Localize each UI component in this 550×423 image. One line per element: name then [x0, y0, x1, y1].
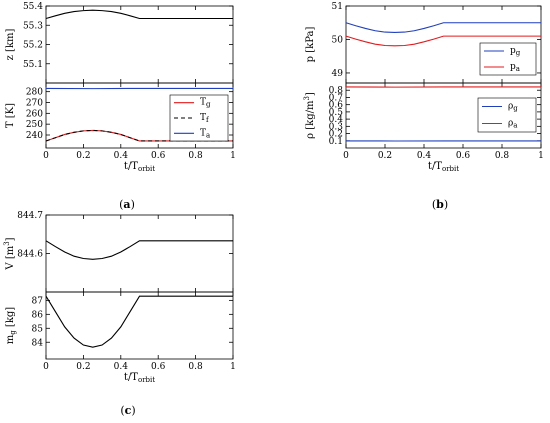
x-axis-label: t/Torbit [428, 161, 459, 173]
y-tick-label: 260 [26, 109, 43, 119]
y-tick-label: 55.1 [23, 60, 43, 70]
y-tick-label: 55.4 [23, 2, 43, 12]
legend-entry-label: ρg [508, 102, 518, 113]
x-tick-label: 0.8 [188, 151, 203, 161]
legend-box [477, 97, 537, 133]
series-line-0 [45, 9, 233, 20]
x-axis-label: t/Torbit [124, 161, 155, 173]
y-tick-label: 844.6 [17, 250, 43, 260]
x-tick-label: 0.6 [456, 151, 471, 161]
y-tick-label: 270 [26, 99, 43, 109]
panel-b_top: 49 50 51 p [kPa] pg pa [305, 2, 542, 84]
plot-frame [345, 82, 542, 149]
y-tick-label: 240 [26, 131, 43, 141]
y-tick-label: 0.7 [329, 93, 344, 103]
x-tick-label: 0.2 [76, 151, 90, 161]
x-tick-label: 0.4 [114, 362, 129, 372]
panel-a_top: 55.1 55.2 55.3 55.4 z [km] [5, 2, 234, 84]
y-tick-label: 49 [332, 69, 344, 79]
panel-c_bottom: 84 85 86 87 0 0.2 0.4 0.6 0.8 1 mg [kg] t/Torbit [5, 291, 236, 384]
y-tick-label: 51 [332, 2, 343, 12]
x-tick-label: 0.8 [495, 151, 510, 161]
y-tick-label: 87 [32, 296, 44, 306]
x-tick-label: 0 [43, 151, 49, 161]
y-axis-label: ρ [kg/m3] [303, 92, 316, 139]
caption-a: (a) [119, 198, 135, 211]
series-line-0 [345, 22, 541, 34]
x-tick-label: 0 [43, 362, 49, 372]
x-tick-label: 0.6 [151, 362, 166, 372]
y-tick-label: 84 [32, 338, 44, 348]
series-line-1 [345, 35, 541, 47]
legend-entry-label: Tg [200, 98, 211, 109]
x-axis-label: t/Torbit [124, 372, 155, 384]
y-tick-label: 0.1 [329, 137, 343, 147]
panel-b_bottom: 0.10.20.30.40.50.60.70.80 0.2 0.4 0.6 0.8 1ρ … [303, 82, 544, 173]
legend-box [169, 94, 229, 142]
y-tick-label: 55.3 [23, 21, 43, 31]
y-tick-label: 280 [26, 88, 43, 98]
plot-frame [45, 82, 234, 149]
legend-entry-label: pa [510, 62, 520, 73]
x-tick-label: 0.6 [151, 151, 166, 161]
y-tick-label: 0.3 [329, 122, 344, 132]
x-tick-label: 0 [343, 151, 349, 161]
y-tick-label: 0.2 [329, 130, 343, 140]
x-tick-label: 0.8 [188, 362, 203, 372]
panel-c_top: 844.6 844.7 V [m3] [3, 211, 234, 293]
legend: Tg Tf Ta [169, 94, 229, 142]
legend: pg pa [479, 42, 537, 76]
y-tick-label: 0.6 [329, 101, 344, 111]
x-tick-label: 0.4 [114, 151, 129, 161]
legend: ρg ρa [477, 97, 537, 133]
series-line-0 [45, 295, 233, 348]
plot-frame [45, 214, 234, 293]
y-axis-label: T [K] [5, 103, 16, 128]
legend-box [479, 42, 537, 76]
series-line-2 [45, 129, 233, 142]
series-line-0 [45, 240, 233, 260]
plot-frame [45, 5, 234, 84]
y-tick-label: 85 [32, 324, 44, 334]
x-tick-label: 0.4 [417, 151, 432, 161]
y-axis-label: p [kPa] [305, 27, 316, 63]
y-axis-label: mg [kg] [5, 307, 17, 345]
y-axis-label: z [km] [5, 29, 16, 61]
caption-b: (b) [432, 198, 448, 211]
x-tick-label: 1 [538, 151, 544, 161]
y-axis-label: V [m3] [3, 237, 16, 270]
legend-entry-label: Ta [200, 128, 210, 139]
y-tick-label: 50 [332, 35, 344, 45]
y-tick-label: 250 [26, 120, 43, 130]
y-tick-label: 55.2 [23, 41, 43, 51]
x-tick-label: 1 [230, 151, 236, 161]
y-tick-label: 0.4 [329, 115, 344, 125]
y-tick-label: 0.5 [329, 108, 344, 118]
caption-c: (c) [120, 404, 135, 417]
x-tick-label: 0.2 [378, 151, 392, 161]
x-tick-label: 1 [230, 362, 236, 372]
legend-entry-label: Tf [200, 113, 210, 124]
plot-frame [45, 291, 234, 360]
y-tick-label: 844.7 [17, 211, 43, 221]
legend-entry-label: pg [510, 46, 521, 57]
legend-entry-label: ρa [508, 119, 517, 130]
x-tick-label: 0.2 [76, 362, 90, 372]
y-tick-label: 0.8 [329, 86, 344, 96]
y-tick-label: 86 [32, 310, 44, 320]
